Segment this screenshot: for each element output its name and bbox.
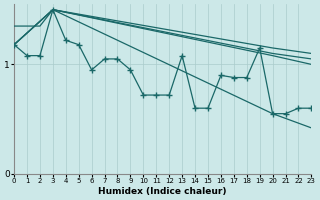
X-axis label: Humidex (Indice chaleur): Humidex (Indice chaleur) xyxy=(99,187,227,196)
